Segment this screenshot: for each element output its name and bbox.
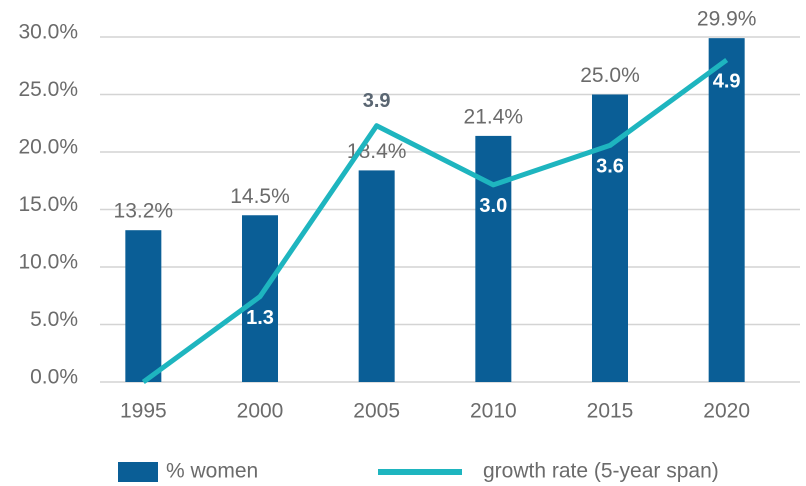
y-tick-label: 5.0% (30, 308, 78, 331)
y-tick-label: 30.0% (18, 21, 78, 44)
x-tick-label: 2015 (587, 400, 634, 423)
x-tick-label: 1995 (120, 400, 167, 423)
y-tick-label: 10.0% (18, 251, 78, 274)
bar-value-label: 21.4% (464, 105, 524, 128)
x-tick-label: 2005 (353, 400, 400, 423)
legend-label: growth rate (5-year span) (483, 460, 719, 483)
line-value-label: 1.3 (246, 307, 274, 329)
line-value-label: 3.9 (363, 90, 391, 112)
bar-value-label: 29.9% (697, 8, 757, 31)
legend-label: % women (166, 460, 258, 483)
x-tick-label: 2020 (703, 400, 750, 423)
legend-swatch (118, 462, 158, 482)
bar (125, 230, 162, 382)
x-tick-label: 2010 (470, 400, 517, 423)
bar (475, 135, 512, 382)
y-tick-label: 20.0% (18, 136, 78, 159)
bar-value-label: 14.5% (230, 185, 290, 208)
bar (358, 170, 395, 382)
bar-value-label: 13.2% (114, 200, 174, 223)
bar (708, 38, 745, 383)
y-tick-label: 15.0% (18, 193, 78, 216)
growth-line (141, 57, 729, 385)
line-value-label: 3.0 (479, 195, 507, 217)
line-value-label: 3.6 (596, 156, 624, 178)
bar-value-label: 25.0% (580, 64, 640, 87)
y-tick-label: 0.0% (30, 366, 78, 389)
line-value-label: 4.9 (713, 70, 741, 92)
y-tick-label: 25.0% (18, 78, 78, 101)
x-tick-label: 2000 (237, 400, 284, 423)
